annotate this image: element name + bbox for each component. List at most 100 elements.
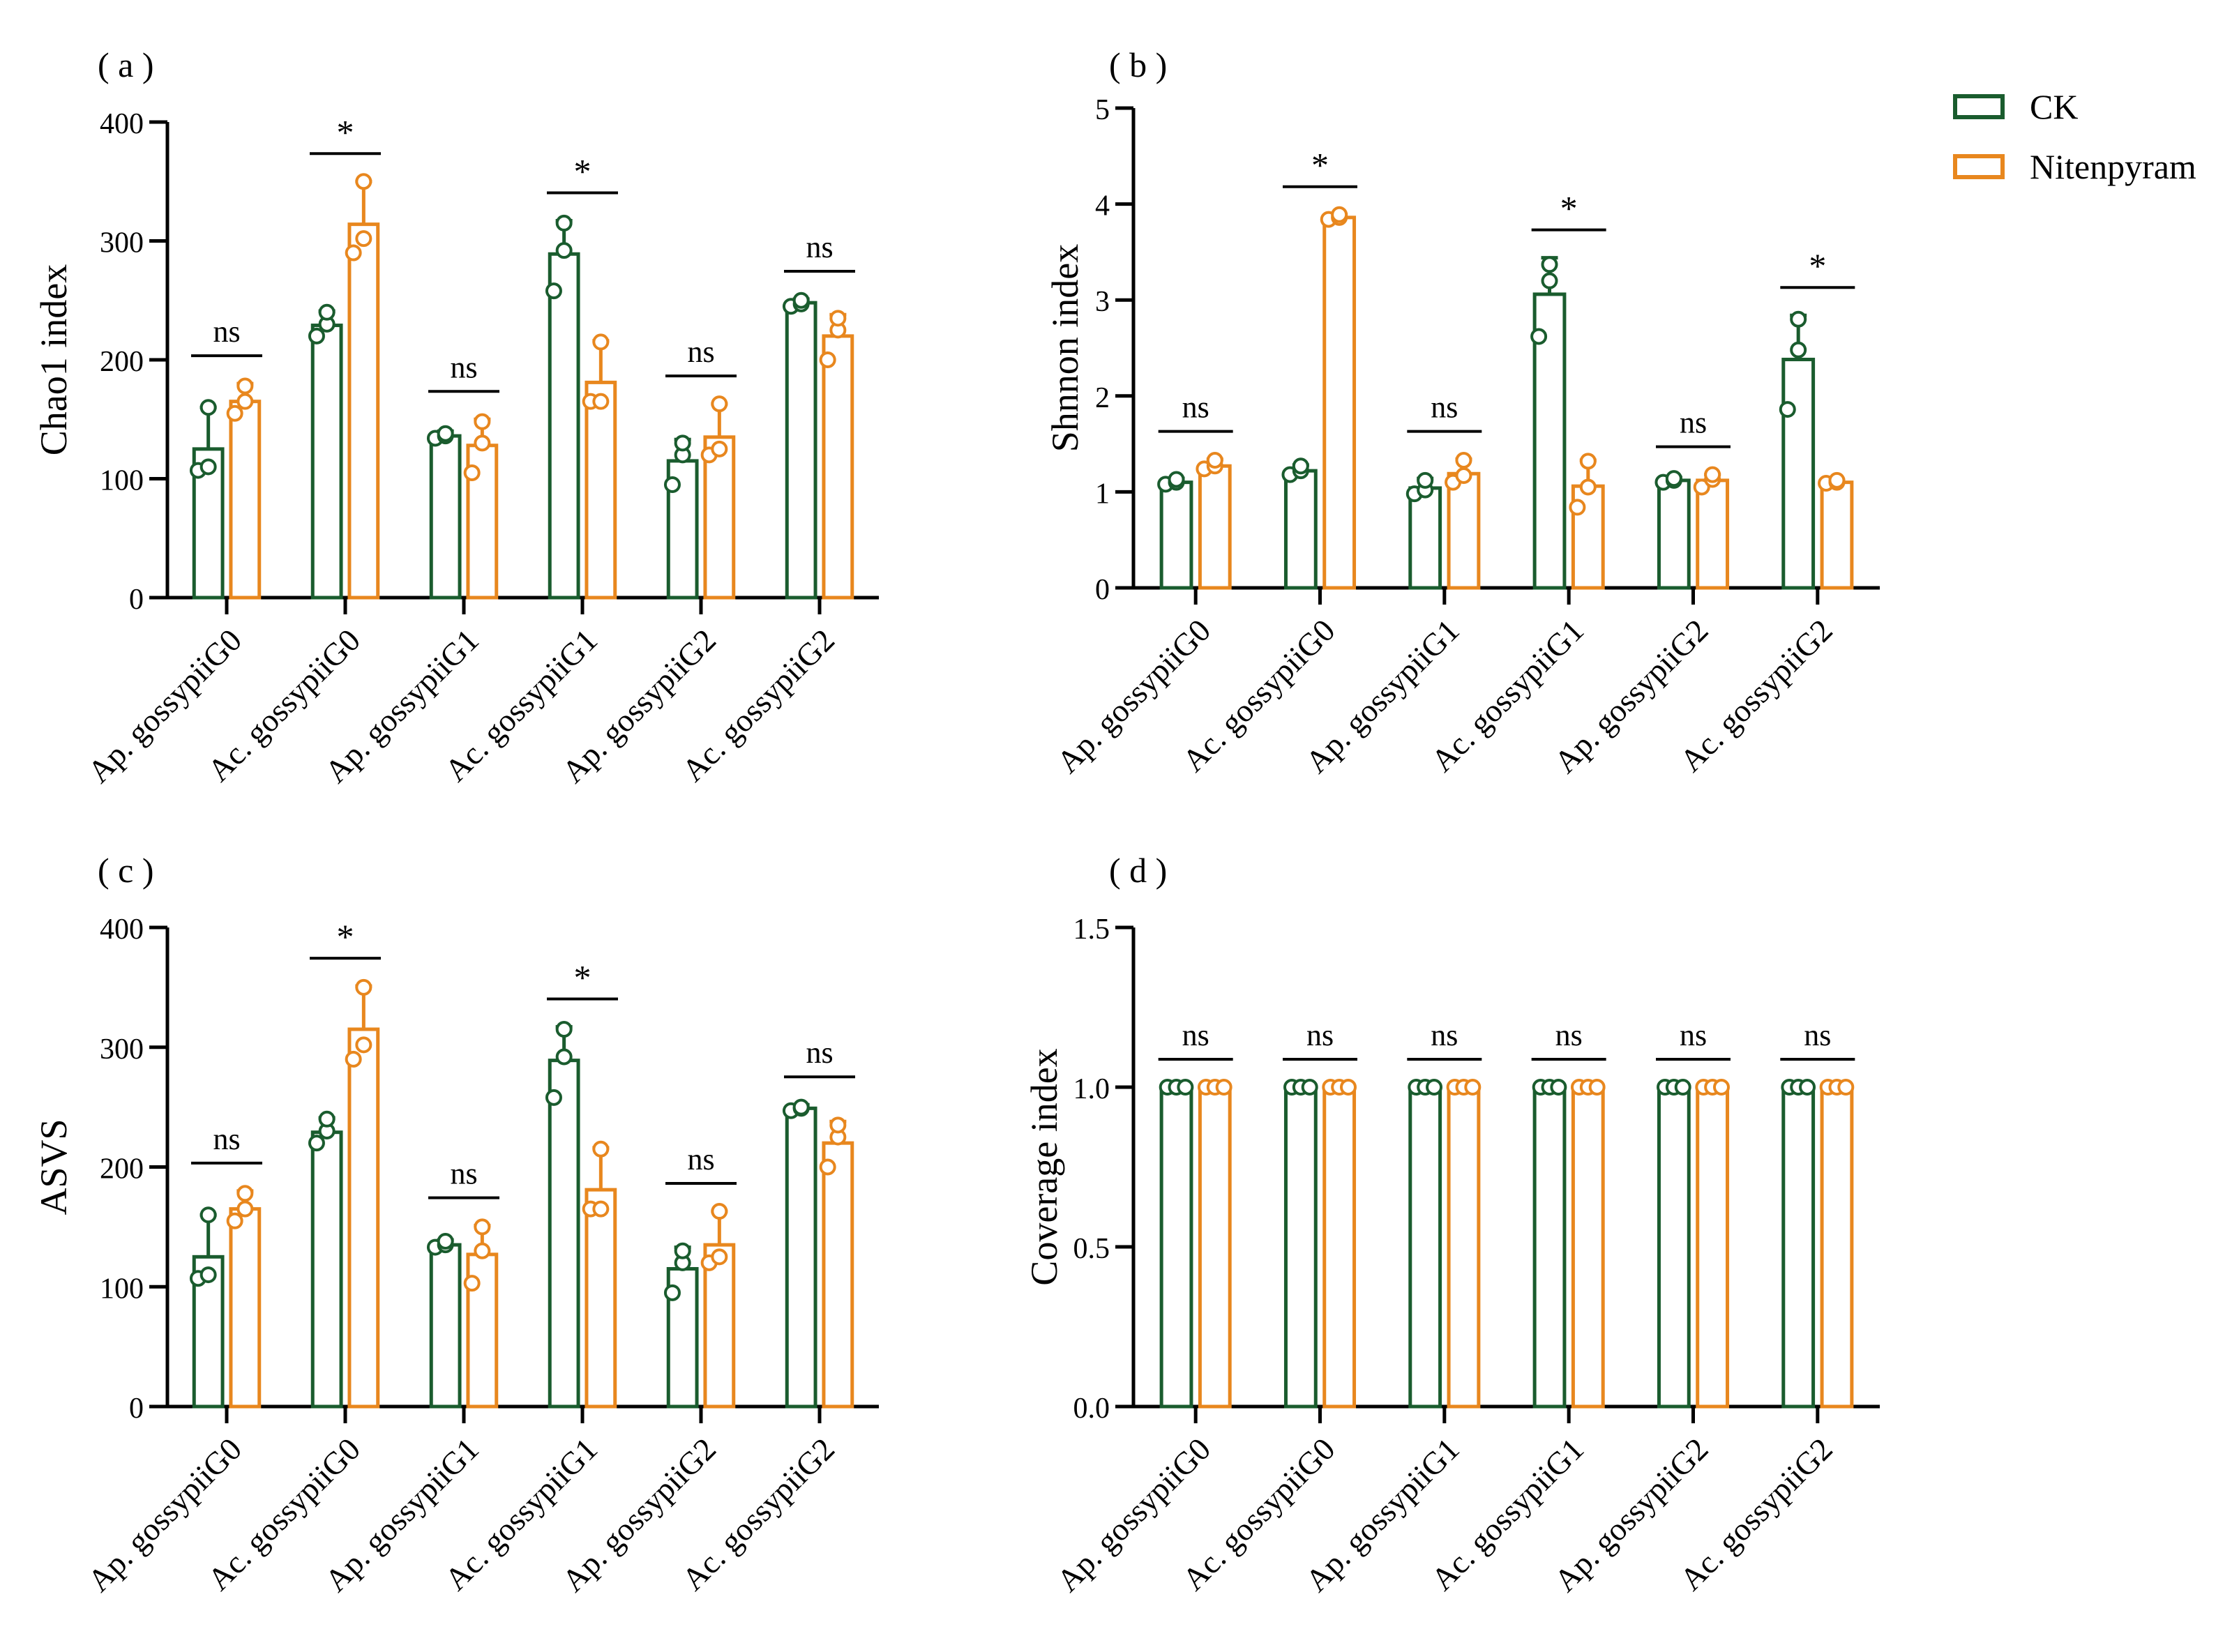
bar-ck <box>1408 1085 1442 1409</box>
significance-label: * <box>337 917 354 956</box>
data-point-nitenpyram <box>1206 451 1223 469</box>
significance-label: ns <box>1680 406 1707 440</box>
data-point-nitenpyram <box>355 978 372 996</box>
bar-nitenpyram <box>229 1207 262 1409</box>
significance-label: ns <box>1804 1018 1831 1052</box>
data-point-nitenpyram <box>711 1203 728 1220</box>
bar-ck <box>1408 486 1442 590</box>
bar-nitenpyram <box>585 1188 617 1409</box>
data-point-nitenpyram <box>463 1275 481 1292</box>
data-point-nitenpyram <box>592 1200 610 1218</box>
y-tick-label: 300 <box>100 227 144 259</box>
data-point-ck <box>1674 1079 1691 1096</box>
significance-label: * <box>1311 146 1329 185</box>
data-point-nitenpyram <box>592 1140 610 1158</box>
y-tick-label: 100 <box>100 1273 144 1305</box>
data-point-nitenpyram <box>1588 1079 1606 1096</box>
data-point-ck <box>674 1242 691 1259</box>
significance-label: ns <box>687 335 714 369</box>
data-point-nitenpyram <box>236 1200 254 1218</box>
data-point-ck <box>1426 1079 1443 1096</box>
data-point-ck <box>1799 1079 1816 1096</box>
significance-label: ns <box>213 1122 240 1156</box>
bar-ck <box>310 324 343 600</box>
data-point-nitenpyram <box>1455 467 1472 485</box>
data-point-nitenpyram <box>1693 478 1710 496</box>
y-tick-label: 400 <box>100 914 144 946</box>
significance-label: ns <box>1431 1018 1458 1052</box>
panel-label: ( d ) <box>1109 851 1167 890</box>
y-tick-label: 1 <box>1095 478 1110 510</box>
data-point-nitenpyram <box>829 1116 847 1134</box>
y-tick-label: 0 <box>1095 574 1110 606</box>
legend-swatch-ck <box>1953 94 2005 119</box>
bar-nitenpyram <box>347 1027 380 1409</box>
data-point-nitenpyram <box>1464 1079 1482 1096</box>
bar-ck <box>548 1059 580 1409</box>
y-axis-label: Coverage index <box>1023 1048 1065 1285</box>
significance-label: ns <box>1182 391 1209 425</box>
data-point-nitenpyram <box>1331 206 1348 223</box>
bar-ck <box>429 1243 462 1409</box>
significance-label: * <box>574 152 591 191</box>
significance-label: ns <box>806 230 833 264</box>
data-point-ck <box>318 303 336 321</box>
data-point-ck <box>1530 328 1548 345</box>
y-tick-label: 2 <box>1095 382 1110 414</box>
y-tick-label: 100 <box>100 465 144 497</box>
significance-label: ns <box>687 1142 714 1176</box>
y-tick-label: 0 <box>129 584 144 616</box>
y-tick-label: 1.0 <box>1073 1073 1110 1105</box>
data-point-ck <box>1550 1079 1567 1096</box>
bar-nitenpyram <box>1447 1085 1481 1409</box>
bar-nitenpyram <box>1198 464 1232 590</box>
data-point-nitenpyram <box>1215 1079 1232 1096</box>
bar-nitenpyram <box>822 334 854 600</box>
data-point-nitenpyram <box>236 1185 254 1202</box>
data-point-nitenpyram <box>463 464 481 481</box>
bar-nitenpyram <box>585 380 617 600</box>
data-point-ck <box>1177 1079 1194 1096</box>
data-point-nitenpyram <box>1569 499 1586 516</box>
data-point-ck <box>199 1206 217 1224</box>
data-point-ck <box>199 399 217 416</box>
data-point-nitenpyram <box>236 393 254 410</box>
y-tick-label: 400 <box>100 108 144 140</box>
data-point-ck <box>199 458 217 476</box>
data-point-ck <box>1665 470 1682 487</box>
bar-nitenpyram <box>1322 1085 1357 1409</box>
panel-label: ( a ) <box>98 45 154 84</box>
y-tick-label: 0 <box>129 1393 144 1425</box>
data-point-ck <box>437 425 454 442</box>
bar-ck <box>429 434 462 600</box>
y-axis-label: Chao1 index <box>33 264 75 455</box>
data-point-nitenpyram <box>1579 453 1597 470</box>
data-point-ck <box>1417 471 1434 489</box>
y-tick-label: 1.5 <box>1073 914 1110 946</box>
bar-ck <box>1781 1085 1816 1409</box>
bar-ck <box>1159 480 1193 590</box>
y-axis-label: ASVS <box>33 1119 75 1215</box>
legend-item-ck: CK <box>1953 77 2196 137</box>
data-point-nitenpyram <box>1837 1079 1855 1096</box>
data-point-nitenpyram <box>355 173 372 190</box>
data-point-nitenpyram <box>1704 466 1721 483</box>
significance-label: ns <box>450 1157 477 1191</box>
y-tick-label: 5 <box>1095 94 1110 126</box>
y-tick-label: 200 <box>100 346 144 378</box>
data-point-nitenpyram <box>711 440 728 457</box>
data-point-nitenpyram <box>355 230 372 248</box>
bar-ck <box>1283 1085 1318 1409</box>
y-tick-label: 4 <box>1095 190 1110 222</box>
legend-label-nitenpyram: Nitenpyram <box>2030 147 2196 186</box>
bar-ck <box>1781 358 1816 590</box>
bar-nitenpyram <box>1198 1085 1232 1409</box>
data-point-ck <box>1168 471 1185 488</box>
data-point-nitenpyram <box>345 1050 362 1068</box>
data-point-ck <box>792 1098 810 1116</box>
data-point-ck <box>674 434 691 452</box>
legend: CK Nitenpyram <box>1953 77 2196 197</box>
